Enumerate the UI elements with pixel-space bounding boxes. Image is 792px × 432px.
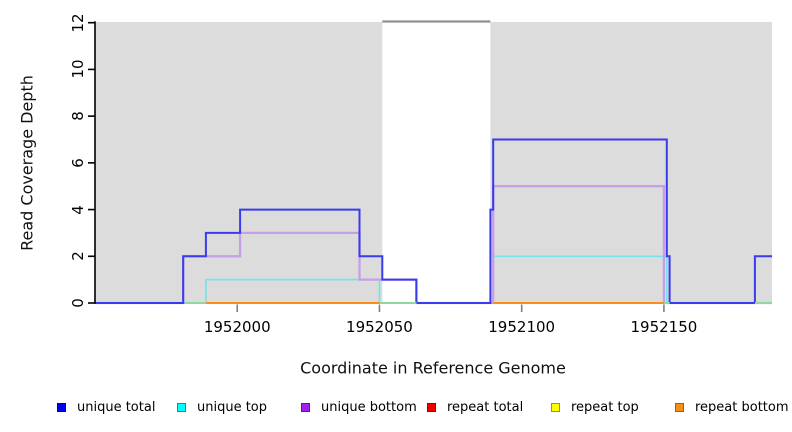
- x-tick-label: 1952000: [203, 318, 271, 336]
- repeat-top-swatch-icon: [551, 403, 560, 412]
- y-tick-label: 2: [69, 251, 87, 262]
- legend-item-label: unique bottom: [321, 400, 417, 415]
- legend-item-repeat-total: repeat total: [427, 400, 523, 415]
- legend-item-unique-total: unique total: [57, 400, 155, 415]
- y-tick-label: 10: [69, 59, 87, 79]
- legend-item-label: repeat top: [571, 400, 639, 415]
- legend-item-unique-bottom: unique bottom: [301, 400, 417, 415]
- y-tick-label: 12: [69, 13, 87, 33]
- legend-item-unique-top: unique top: [177, 400, 267, 415]
- y-tick-label: 6: [69, 158, 87, 168]
- x-axis-title: Coordinate in Reference Genome: [300, 358, 566, 378]
- x-tick-label: 1952050: [346, 318, 413, 336]
- y-tick-label: 0: [69, 298, 87, 308]
- y-tick-label: 4: [69, 204, 87, 215]
- y-axis-title: Read Coverage Depth: [17, 75, 37, 251]
- unique-bottom-swatch-icon: [301, 403, 310, 412]
- repeat-bottom-swatch-icon: [675, 403, 684, 412]
- x-tick-label: 1952150: [630, 318, 698, 336]
- legend-item-repeat-top: repeat top: [551, 400, 639, 415]
- legend-item-repeat-bottom: repeat bottom: [675, 400, 789, 415]
- y-tick-label: 8: [69, 111, 87, 121]
- legend-item-label: repeat total: [447, 400, 524, 415]
- legend-item-label: unique total: [77, 400, 156, 415]
- unique-total-swatch-icon: [57, 403, 66, 412]
- unique-top-swatch-icon: [177, 403, 186, 412]
- x-tick-label: 1952100: [488, 318, 556, 336]
- repeat-total-swatch-icon: [427, 403, 436, 412]
- legend-item-label: unique top: [197, 400, 268, 415]
- legend-item-label: repeat bottom: [695, 400, 789, 415]
